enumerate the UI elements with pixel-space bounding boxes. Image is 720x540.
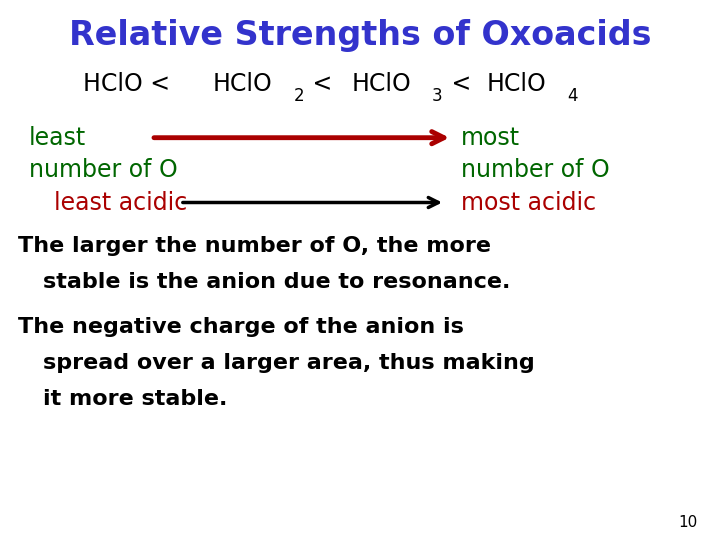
Text: least: least	[29, 126, 86, 150]
Text: HClO: HClO	[212, 72, 272, 96]
Text: 10: 10	[678, 515, 697, 530]
Text: The larger the number of O, the more: The larger the number of O, the more	[18, 235, 491, 256]
Text: number of O: number of O	[461, 158, 610, 182]
Text: 2: 2	[294, 86, 305, 105]
Text: HClO: HClO	[487, 72, 546, 96]
Text: number of O: number of O	[29, 158, 178, 182]
Text: <: <	[305, 72, 340, 96]
Text: 4: 4	[567, 86, 578, 105]
Text: most: most	[461, 126, 520, 150]
Text: The negative charge of the anion is: The negative charge of the anion is	[18, 316, 464, 337]
Text: <: <	[444, 72, 478, 96]
Text: it more stable.: it more stable.	[43, 389, 228, 409]
Text: HClO: HClO	[351, 72, 411, 96]
Text: least acidic: least acidic	[54, 191, 187, 214]
Text: Relative Strengths of Oxoacids: Relative Strengths of Oxoacids	[68, 18, 652, 52]
Text: most acidic: most acidic	[461, 191, 596, 214]
Text: stable is the anion due to resonance.: stable is the anion due to resonance.	[43, 272, 510, 292]
Text: spread over a larger area, thus making: spread over a larger area, thus making	[43, 353, 535, 373]
Text: 3: 3	[432, 86, 443, 105]
Text: HClO <: HClO <	[83, 72, 177, 96]
